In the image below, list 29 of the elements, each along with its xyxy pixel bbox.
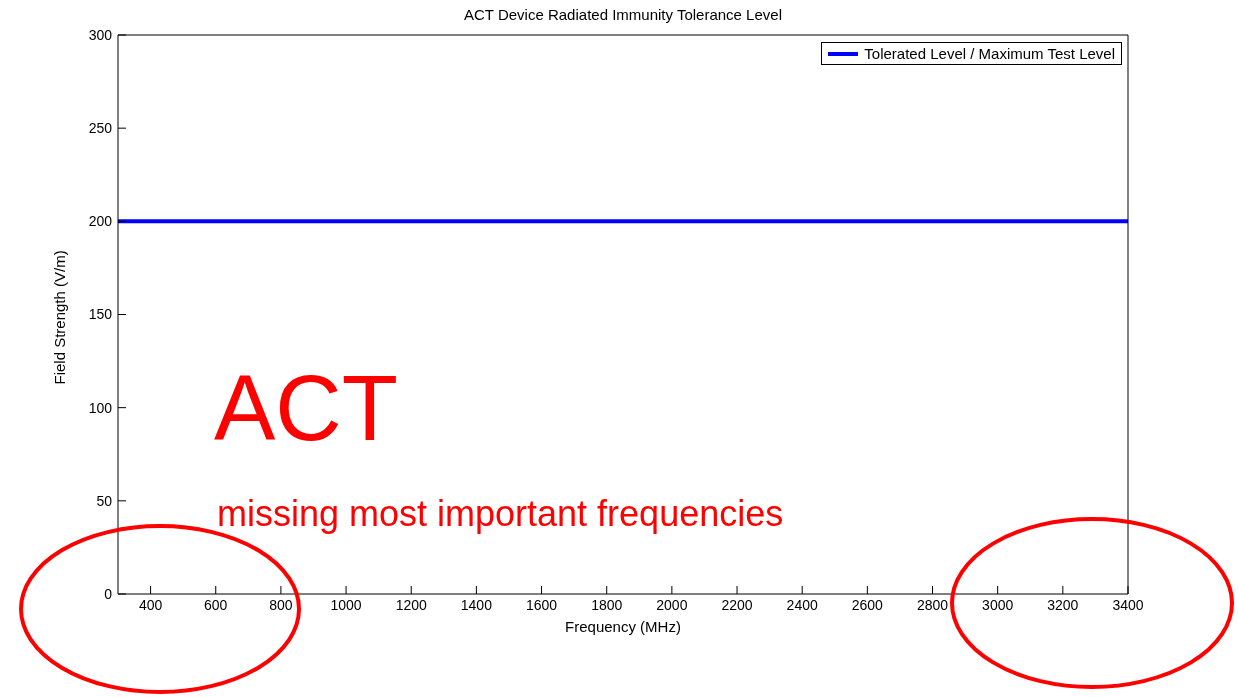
y-tick-label: 250 bbox=[88, 120, 113, 137]
legend-label: Tolerated Level / Maximum Test Level bbox=[864, 45, 1115, 62]
y-tick-label: 300 bbox=[88, 26, 113, 43]
x-tick-label: 3400 bbox=[1112, 596, 1144, 613]
y-axis-title: Field Strength (V/m) bbox=[51, 250, 69, 385]
annotation: ACT bbox=[214, 357, 398, 459]
x-tick-label: 1400 bbox=[460, 596, 493, 613]
y-tick-label: 100 bbox=[88, 399, 113, 416]
annotation: missing most important frequencies bbox=[217, 493, 784, 534]
y-tick-label: 0 bbox=[104, 585, 113, 602]
x-tick-label: 2800 bbox=[916, 596, 949, 613]
x-tick-label: 1600 bbox=[525, 596, 558, 613]
x-tick-label: 2400 bbox=[786, 596, 818, 613]
x-tick-label: 1000 bbox=[330, 596, 362, 613]
y-tick-label: 150 bbox=[88, 306, 113, 323]
x-tick-label: 2600 bbox=[851, 596, 884, 613]
y-tick-label: 200 bbox=[88, 213, 113, 230]
y-tick-label: 50 bbox=[96, 492, 113, 509]
x-tick-label: 600 bbox=[204, 596, 228, 613]
x-tick-label: 2200 bbox=[721, 596, 753, 613]
x-tick-label: 2000 bbox=[656, 596, 688, 613]
x-tick-label: 3000 bbox=[982, 596, 1014, 613]
x-tick-label: 400 bbox=[138, 596, 163, 613]
x-tick-label: 3200 bbox=[1047, 596, 1079, 613]
x-tick-label: 800 bbox=[269, 596, 293, 613]
x-tick-label: 1800 bbox=[591, 596, 623, 613]
x-axis-title: Frequency (MHz) bbox=[565, 618, 681, 635]
x-tick-label: 1200 bbox=[395, 596, 428, 613]
chart-title: ACT Device Radiated Immunity Tolerance Level bbox=[463, 6, 783, 23]
